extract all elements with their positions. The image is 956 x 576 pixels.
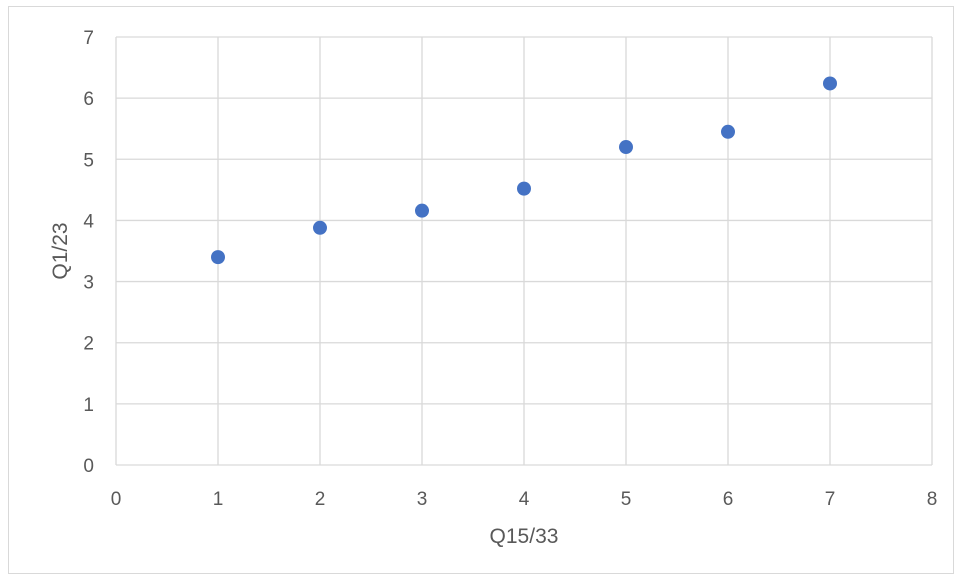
chart-area — [8, 6, 954, 574]
y-tick-label: 0 — [83, 456, 94, 477]
data-point — [619, 140, 633, 155]
data-point — [415, 203, 429, 218]
data-point — [721, 124, 735, 139]
x-tick-label: 5 — [621, 489, 632, 510]
y-tick-label: 2 — [83, 334, 94, 355]
data-point — [211, 250, 225, 265]
x-tick-label: 4 — [519, 489, 530, 510]
data-points — [211, 76, 837, 265]
x-tick-label: 3 — [417, 489, 428, 510]
tick-labels: 0 1 2 3 4 5 6 7 8 0 1 2 3 4 5 6 7 — [83, 28, 937, 510]
y-axis-title: Q1/23 — [49, 222, 72, 279]
y-tick-label: 5 — [83, 150, 94, 171]
x-tick-label: 8 — [927, 489, 938, 510]
data-point — [517, 181, 531, 196]
x-tick-label: 6 — [723, 489, 734, 510]
x-tick-label: 7 — [825, 489, 836, 510]
gridlines — [115, 36, 933, 466]
x-tick-label: 2 — [315, 489, 326, 510]
x-tick-label: 0 — [111, 489, 122, 510]
y-tick-label: 4 — [83, 211, 94, 232]
x-axis-title: Q15/33 — [490, 525, 559, 548]
y-tick-label: 7 — [83, 28, 94, 49]
data-point — [313, 220, 327, 235]
y-tick-label: 1 — [83, 395, 94, 416]
y-tick-label: 6 — [83, 89, 94, 110]
data-point — [823, 76, 837, 91]
x-tick-label: 1 — [213, 489, 224, 510]
y-tick-label: 3 — [83, 273, 94, 294]
